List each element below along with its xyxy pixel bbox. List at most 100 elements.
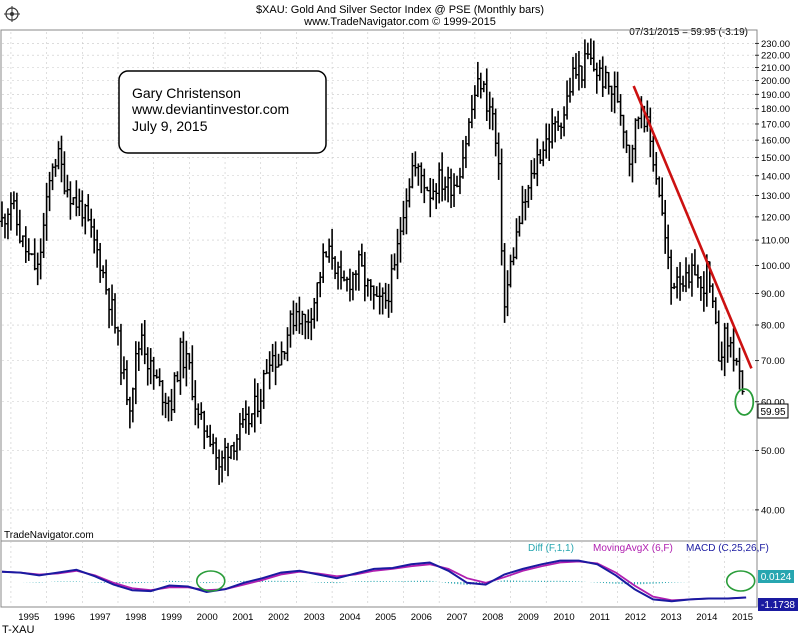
ohlc-bar: [662, 199, 668, 254]
ohlc-bar: [505, 270, 510, 317]
ohlc-bar: [612, 71, 617, 114]
price-tag-box: [757, 403, 789, 419]
ohlc-bar: [603, 65, 608, 89]
ohlc-bar: [558, 122, 564, 140]
ohlc-bar: [660, 177, 665, 216]
ohlc-bar: [237, 412, 243, 451]
ohlc-bar: [657, 176, 662, 198]
y-tick-label: 150.00: [761, 153, 790, 164]
ohlc-bar: [695, 264, 701, 288]
x-tick-label: 2007: [446, 612, 467, 623]
ohlc-bar: [680, 275, 686, 292]
x-tick-label: 2005: [375, 612, 396, 623]
x-tick-label: 2012: [625, 612, 646, 623]
ohlc-bar: [728, 336, 733, 358]
ohlc-bar: [484, 68, 489, 121]
x-tick-label: 2015: [732, 612, 753, 623]
x-tick-label: 2002: [268, 612, 289, 623]
ohlc-bar: [196, 403, 201, 429]
ohlc-bar: [243, 400, 249, 434]
ohlc-bar: [567, 77, 573, 103]
ohlc-bar: [618, 94, 623, 126]
ohlc-bar: [737, 347, 742, 390]
ohlc-bar: [267, 351, 272, 390]
y-tick-label: 100.00: [761, 261, 790, 272]
chart-subtitle: www.TradeNavigator.com © 1999-2015: [303, 16, 496, 28]
ohlc-bar: [419, 162, 424, 194]
ohlc-bar: [249, 413, 255, 428]
author-site: www.deviantinvestor.com: [131, 101, 289, 117]
ohlc-bar: [68, 181, 73, 220]
ohlc-bar: [451, 173, 457, 207]
ohlc-bar: [433, 183, 439, 210]
ohlc-bar: [692, 249, 698, 276]
annotations-layer: [632, 85, 755, 416]
ohlc-bar: [169, 388, 174, 422]
ohlc-bar: [100, 265, 106, 279]
ohlc-bar: [285, 327, 290, 362]
ohlc-bar: [181, 331, 186, 379]
ohlc-bar: [225, 442, 231, 477]
x-tick-label: 2009: [518, 612, 539, 623]
ohlc-bar: [199, 402, 204, 420]
ohlc-bar: [163, 392, 168, 419]
ohlc-bar: [422, 168, 427, 204]
ohlc-bar: [740, 370, 745, 395]
ohlc-bar: [597, 59, 602, 81]
ohlc-bar: [651, 135, 656, 172]
x-tick-label: 2011: [590, 612, 610, 623]
ohlc-bar: [124, 360, 130, 406]
x-tick-label: 2010: [554, 612, 575, 623]
ohlc-bar: [288, 310, 293, 348]
ohlc-bar: [514, 218, 519, 260]
ohlc-bar: [413, 151, 418, 177]
ohlc-bar: [689, 253, 695, 297]
diff-value-box: [758, 570, 794, 583]
ohlc-bar: [502, 243, 507, 323]
ohlc-bar: [246, 406, 252, 435]
ohlc-bar: [463, 135, 469, 169]
last-bar-readout: 07/31/2015 = 59.95 (-3.19): [629, 27, 748, 38]
ohlc-bar: [53, 158, 58, 177]
ohlc-bar: [511, 247, 516, 266]
ohlc-bar: [145, 347, 150, 386]
legend-diff: Diff (F,1,1): [528, 543, 574, 554]
ohlc-bar: [210, 433, 216, 455]
ohlc-bar: [606, 71, 611, 95]
ohlc-bar: [591, 40, 597, 72]
y-tick-label: 160.00: [761, 136, 790, 147]
ohlc-bar: [538, 149, 543, 164]
y-tick-label: 80.00: [761, 321, 785, 332]
ohlc-bar: [193, 380, 198, 426]
ohlc-bar: [59, 135, 64, 183]
ohlc-bar: [454, 175, 460, 188]
ohlc-bar: [654, 152, 659, 185]
x-tick-label: 1997: [90, 612, 111, 623]
ohlc-bar: [549, 108, 555, 149]
ohlc-bar: [282, 351, 287, 360]
ohlc-bar: [472, 85, 478, 119]
ohlc-bar: [668, 249, 674, 305]
price-bars: [0, 38, 745, 485]
ohlc-bar: [264, 359, 269, 375]
crosshair-icon[interactable]: [4, 6, 20, 22]
ohlc-bar: [570, 56, 576, 96]
ohlc-bar: [151, 356, 156, 390]
ohlc-bar: [633, 118, 638, 164]
price-tag: 59.95: [760, 407, 785, 418]
x-tick-label: 2000: [197, 612, 218, 623]
ohlc-bar: [74, 180, 79, 217]
ohlc-bar: [338, 250, 344, 290]
ohlc-bar: [541, 141, 546, 167]
ohlc-bar: [731, 328, 736, 372]
ohlc-bar: [359, 243, 365, 267]
macd-line: [1, 559, 747, 603]
ohlc-bar: [722, 323, 727, 377]
y-tick-label: 110.00: [761, 236, 789, 247]
ohlc-bar: [258, 388, 263, 424]
ohlc-bar: [5, 208, 11, 240]
ohlc-bar: [118, 323, 124, 386]
ohlc-bar: [172, 372, 177, 413]
author-box: [118, 70, 327, 154]
ohlc-bar: [157, 368, 162, 387]
